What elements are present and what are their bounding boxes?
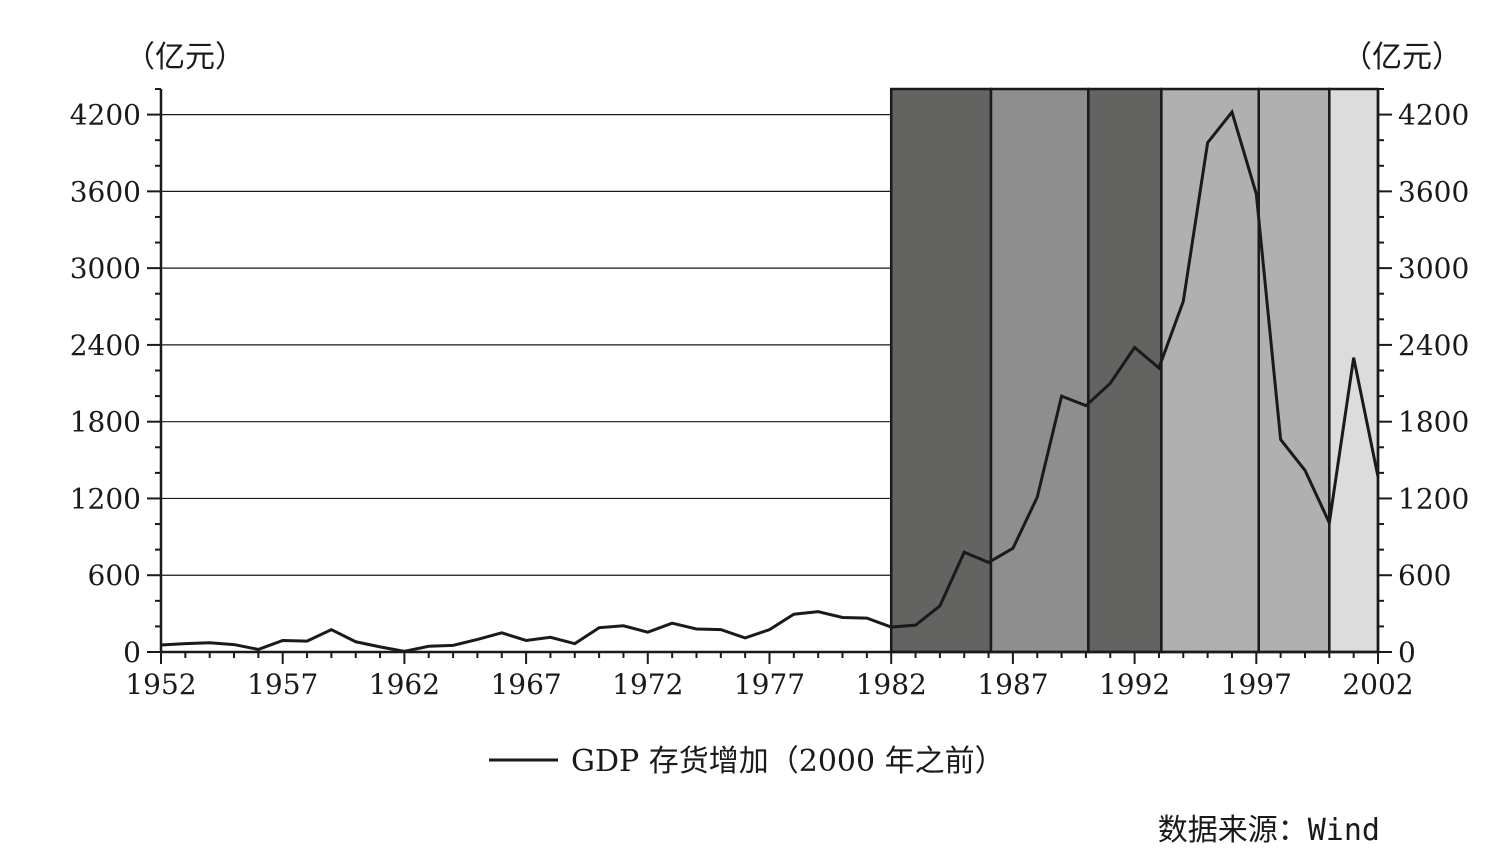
shaded-periods <box>889 87 1380 654</box>
shaded-period-2 <box>989 87 1090 654</box>
shaded-period-6 <box>1328 87 1380 654</box>
y-unit-left: （亿元） <box>125 40 245 75</box>
y-tick-label-right: 600 <box>1398 559 1451 592</box>
y-tick-label-right: 1800 <box>1398 406 1469 439</box>
y-tick-label-right: 0 <box>1398 636 1416 669</box>
y-tick-label-left: 600 <box>88 559 141 592</box>
x-tick-label: 1982 <box>856 668 927 701</box>
x-tick-label: 1992 <box>1099 668 1170 701</box>
y-unit-right: （亿元） <box>1342 40 1462 75</box>
source-note: 数据来源：Wind <box>1158 813 1380 848</box>
tick-marks <box>147 88 1392 664</box>
y-tick-label-left: 0 <box>123 636 141 669</box>
x-tick-label: 1987 <box>977 668 1048 701</box>
x-tick-label: 1967 <box>490 668 561 701</box>
x-tick-label: 1997 <box>1221 668 1292 701</box>
x-tick-label: 1952 <box>125 668 196 701</box>
x-tick-label: 1962 <box>369 668 440 701</box>
shaded-period-3 <box>1087 87 1163 654</box>
y-tick-label-left: 2400 <box>70 329 141 362</box>
shaded-period-4 <box>1160 87 1260 654</box>
shaded-period-1 <box>889 87 993 654</box>
tick-labels: 0 0 600 600 1200 1200 1800 1800 2400 2400 3000 3000… <box>70 99 1470 701</box>
y-tick-label-right: 1200 <box>1398 482 1469 515</box>
x-tick-label: 2002 <box>1342 668 1413 701</box>
y-tick-label-left: 3600 <box>70 175 141 208</box>
shaded-period-5 <box>1257 87 1331 654</box>
y-tick-label-left: 1800 <box>70 406 141 439</box>
legend: GDP 存货增加（2000 年之前） <box>489 744 1005 779</box>
legend-label: GDP 存货增加（2000 年之前） <box>571 744 1005 779</box>
y-tick-label-right: 3600 <box>1398 175 1469 208</box>
y-tick-label-left: 4200 <box>70 99 141 132</box>
gridlines <box>161 113 892 576</box>
y-tick-label-right: 3000 <box>1398 252 1469 285</box>
x-tick-label: 1972 <box>612 668 683 701</box>
y-tick-label-right: 4200 <box>1398 99 1469 132</box>
x-tick-label: 1977 <box>734 668 805 701</box>
x-tick-label: 1957 <box>247 668 318 701</box>
series-layer <box>160 108 1380 653</box>
y-tick-label-left: 1200 <box>70 482 141 515</box>
y-tick-label-left: 3000 <box>70 252 141 285</box>
y-tick-label-right: 2400 <box>1398 329 1469 362</box>
